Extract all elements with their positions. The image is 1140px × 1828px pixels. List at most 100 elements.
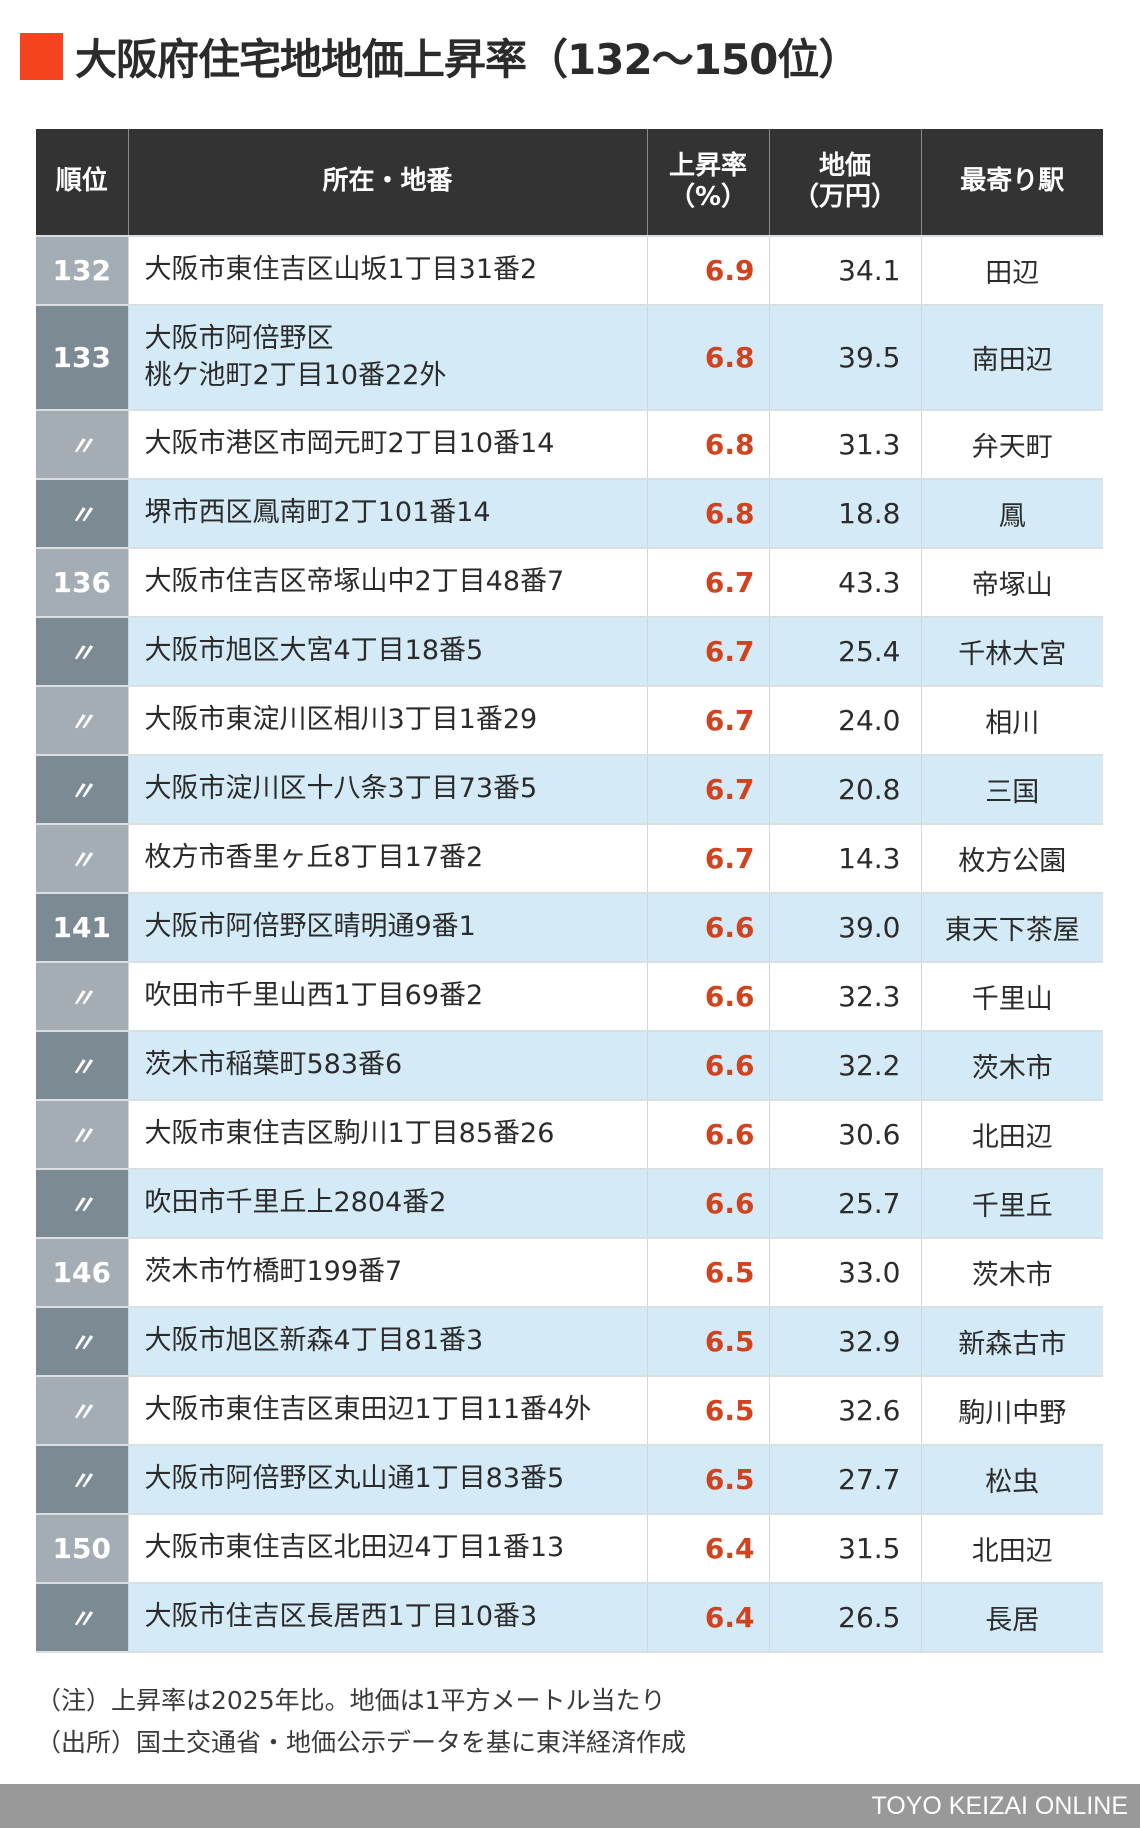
- station-cell: 長居: [920, 1582, 1103, 1653]
- address-cell: 大阪市東淀川区相川3丁目1番29: [127, 685, 647, 755]
- table-row: 141 大阪市阿倍野区晴明通9番1 6.6 39.0 東天下茶屋: [36, 892, 1103, 962]
- station-cell: 茨木市: [920, 1237, 1103, 1307]
- rank-value: 〃: [68, 639, 95, 669]
- price-cell: 25.4: [768, 616, 921, 686]
- rate-cell: 6.6: [646, 892, 769, 962]
- address-line1: 吹田市千里山西1丁目69番2: [144, 980, 484, 1012]
- header-rate: 上昇率 （%）: [646, 129, 769, 236]
- table-row: 〃 吹田市千里丘上2804番2 6.6 25.7 千里丘: [36, 1168, 1103, 1238]
- rate-cell: 6.8: [646, 478, 769, 548]
- table-row: 〃 吹田市千里山西1丁目69番2 6.6 32.3 千里山: [36, 961, 1103, 1031]
- price-cell: 32.9: [768, 1306, 921, 1376]
- header-price-line1: 地価: [818, 150, 871, 181]
- rank-value: 〃: [68, 1398, 95, 1428]
- rank-value: 〃: [68, 501, 95, 531]
- price-cell: 30.6: [768, 1099, 921, 1169]
- rank-value: 150: [52, 1532, 111, 1565]
- rate-cell: 6.5: [646, 1237, 769, 1307]
- rate-cell: 6.6: [646, 961, 769, 1031]
- rank-value: 〃: [68, 984, 95, 1014]
- rate-cell: 6.9: [646, 235, 769, 305]
- address-cell: 茨木市稲葉町583番6: [127, 1030, 647, 1100]
- header-rate-line2: （%）: [668, 182, 748, 212]
- rank-cell: 〃: [36, 478, 128, 548]
- address-cell: 吹田市千里山西1丁目69番2: [127, 961, 647, 1031]
- header-price-line2: （万円）: [792, 182, 897, 212]
- rank-value: 〃: [68, 1191, 95, 1221]
- station-cell: 枚方公園: [920, 823, 1103, 893]
- footer-brand: TOYO KEIZAI ONLINE: [871, 1791, 1128, 1820]
- rank-cell: 〃: [36, 823, 128, 893]
- title-accent-square: [20, 32, 63, 80]
- station-cell: 三国: [920, 754, 1103, 824]
- address-line1: 茨木市稲葉町583番6: [144, 1049, 403, 1081]
- address-cell: 大阪市住吉区長居西1丁目10番3: [127, 1582, 647, 1653]
- table-row: 〃 茨木市稲葉町583番6 6.6 32.2 茨木市: [36, 1030, 1103, 1100]
- address-line1: 大阪市阿倍野区丸山通1丁目83番5: [144, 1463, 565, 1495]
- rank-cell: 141: [36, 892, 128, 962]
- table-row: 〃 堺市西区鳳南町2丁101番14 6.8 18.8 鳳: [36, 478, 1103, 548]
- rank-cell: 〃: [36, 685, 128, 755]
- rate-cell: 6.8: [646, 304, 769, 410]
- rate-cell: 6.7: [646, 616, 769, 686]
- address-line1: 大阪市阿倍野区晴明通9番1: [144, 911, 476, 943]
- header-rank: 順位: [36, 129, 128, 236]
- rate-cell: 6.7: [646, 547, 769, 617]
- address-cell: 大阪市東住吉区山坂1丁目31番2: [127, 235, 647, 305]
- address-line1: 大阪市淀川区十八条3丁目73番5: [144, 773, 538, 805]
- station-cell: 千里山: [920, 961, 1103, 1031]
- address-line1: 大阪市東住吉区山坂1丁目31番2: [144, 254, 538, 286]
- price-cell: 34.1: [768, 235, 921, 305]
- address-line1: 堺市西区鳳南町2丁101番14: [144, 497, 491, 529]
- rank-cell: 〃: [36, 1582, 128, 1653]
- station-cell: 松虫: [920, 1444, 1103, 1514]
- table-row: 〃 大阪市阿倍野区丸山通1丁目83番5 6.5 27.7 松虫: [36, 1444, 1103, 1514]
- price-cell: 20.8: [768, 754, 921, 824]
- rank-cell: 133: [36, 304, 128, 410]
- rank-cell: 132: [36, 235, 128, 305]
- address-line1: 大阪市住吉区長居西1丁目10番3: [144, 1601, 538, 1633]
- station-cell: 田辺: [920, 235, 1103, 305]
- page-title: 大阪府住宅地地価上昇率（132〜150位）: [20, 28, 860, 84]
- station-cell: 北田辺: [920, 1099, 1103, 1169]
- address-line1: 大阪市阿倍野区: [144, 323, 334, 355]
- address-cell: 大阪市阿倍野区 桃ケ池町2丁目10番22外: [127, 304, 647, 410]
- rank-cell: 〃: [36, 1099, 128, 1169]
- address-line1: 吹田市千里丘上2804番2: [144, 1187, 447, 1219]
- header-address: 所在・地番: [127, 129, 647, 236]
- price-cell: 39.0: [768, 892, 921, 962]
- price-cell: 25.7: [768, 1168, 921, 1238]
- footer-bar: TOYO KEIZAI ONLINE: [0, 1784, 1140, 1828]
- price-cell: 32.6: [768, 1375, 921, 1445]
- price-cell: 39.5: [768, 304, 921, 410]
- table-row: 133 大阪市阿倍野区 桃ケ池町2丁目10番22外 6.8 39.5 南田辺: [36, 304, 1103, 410]
- station-cell: 千里丘: [920, 1168, 1103, 1238]
- address-line1: 大阪市住吉区帝塚山中2丁目48番7: [144, 566, 565, 598]
- rank-value: 〃: [68, 1467, 95, 1497]
- station-cell: 相川: [920, 685, 1103, 755]
- price-cell: 32.3: [768, 961, 921, 1031]
- rank-value: 〃: [68, 708, 95, 738]
- title-text: 大阪府住宅地地価上昇率（132〜150位）: [75, 34, 860, 84]
- table-row: 〃 大阪市旭区新森4丁目81番3 6.5 32.9 新森古市: [36, 1306, 1103, 1376]
- address-line1: 大阪市港区市岡元町2丁目10番14: [144, 428, 555, 460]
- station-cell: 新森古市: [920, 1306, 1103, 1376]
- address-line1: 枚方市香里ヶ丘8丁目17番2: [144, 842, 484, 874]
- notes: （注）上昇率は2025年比。地価は1平方メートル当たり （出所）国土交通省・地価…: [36, 1680, 686, 1764]
- rate-cell: 6.5: [646, 1306, 769, 1376]
- station-cell: 弁天町: [920, 409, 1103, 479]
- address-cell: 吹田市千里丘上2804番2: [127, 1168, 647, 1238]
- rate-cell: 6.8: [646, 409, 769, 479]
- station-cell: 茨木市: [920, 1030, 1103, 1100]
- rank-value: 133: [52, 341, 111, 374]
- address-line1: 大阪市東住吉区駒川1丁目85番26: [144, 1118, 555, 1150]
- note-text: （注）上昇率は2025年比。地価は1平方メートル当たり: [36, 1686, 666, 1715]
- table-row: 132 大阪市東住吉区山坂1丁目31番2 6.9 34.1 田辺: [36, 235, 1103, 305]
- address-line1: 大阪市東淀川区相川3丁目1番29: [144, 704, 538, 736]
- rank-value: 〃: [68, 777, 95, 807]
- price-cell: 18.8: [768, 478, 921, 548]
- address-cell: 大阪市阿倍野区晴明通9番1: [127, 892, 647, 962]
- rank-value: 〃: [68, 1605, 95, 1635]
- station-cell: 駒川中野: [920, 1375, 1103, 1445]
- rank-cell: 〃: [36, 1444, 128, 1514]
